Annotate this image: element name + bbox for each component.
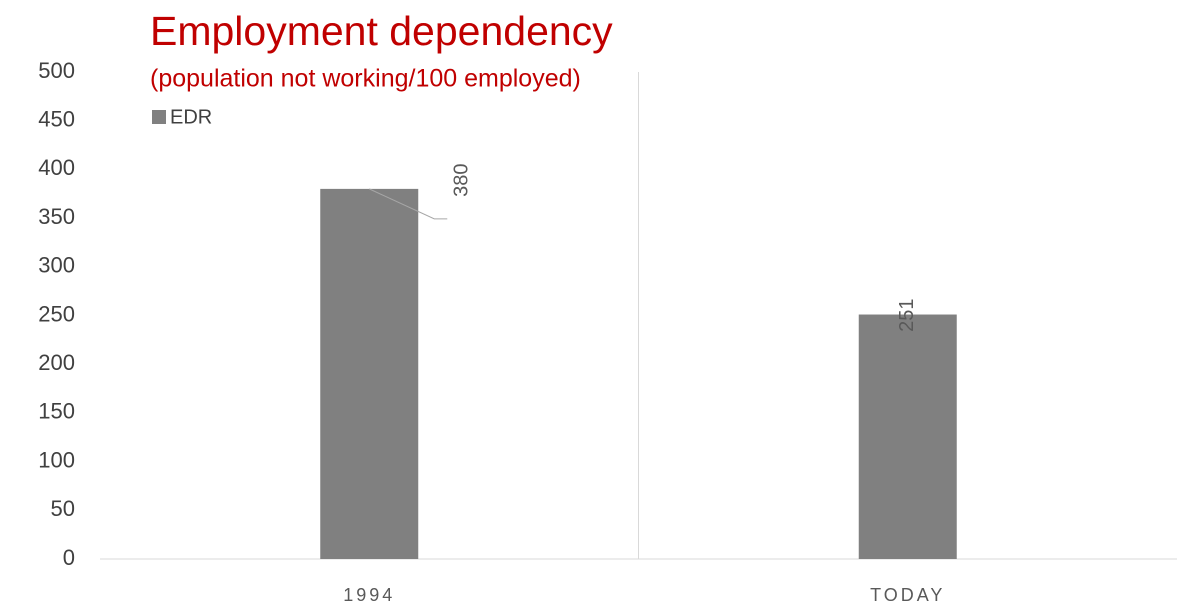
y-tick-label: 350: [38, 204, 75, 229]
leader-line: [369, 188, 448, 220]
y-tick-label: 450: [38, 107, 75, 132]
y-tick-label: 0: [63, 545, 75, 570]
y-tick-label: 300: [38, 253, 75, 278]
y-tick-label: 100: [38, 447, 75, 472]
chart-title: Employment dependency: [150, 8, 613, 54]
y-tick-label: 500: [38, 58, 75, 83]
y-tick-label: 50: [51, 496, 75, 521]
legend-swatch: [152, 110, 166, 124]
legend-label: EDR: [170, 106, 212, 128]
bar: [320, 188, 419, 559]
y-tick-label: 400: [38, 155, 75, 180]
data-label: 380: [451, 164, 473, 197]
y-tick-label: 150: [38, 399, 75, 424]
chart-subtitle: (population not working/100 employed): [150, 65, 581, 93]
bar: [858, 314, 957, 559]
data-label: 251: [896, 299, 918, 332]
y-tick-label: 250: [38, 301, 75, 326]
y-tick-label: 200: [38, 350, 75, 375]
x-tick-label: 1994: [343, 585, 395, 605]
x-tick-label: TODAY: [870, 585, 945, 605]
